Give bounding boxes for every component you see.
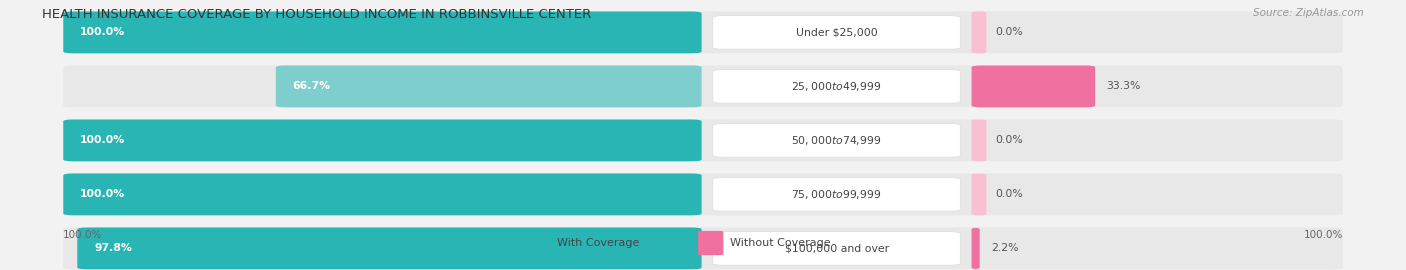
Text: $25,000 to $49,999: $25,000 to $49,999 [792,80,882,93]
Text: Under $25,000: Under $25,000 [796,27,877,38]
Text: 100.0%: 100.0% [1303,230,1343,240]
Text: 33.3%: 33.3% [1107,81,1140,92]
Text: Without Coverage: Without Coverage [731,238,831,248]
Text: $50,000 to $74,999: $50,000 to $74,999 [792,134,882,147]
Text: $100,000 and over: $100,000 and over [785,243,889,254]
Text: 100.0%: 100.0% [80,189,125,200]
Text: 97.8%: 97.8% [94,243,132,254]
Text: $75,000 to $99,999: $75,000 to $99,999 [792,188,882,201]
Text: Source: ZipAtlas.com: Source: ZipAtlas.com [1253,8,1364,18]
Text: 66.7%: 66.7% [292,81,330,92]
Text: With Coverage: With Coverage [558,238,640,248]
Text: 0.0%: 0.0% [995,189,1022,200]
Text: 2.2%: 2.2% [991,243,1018,254]
Text: 0.0%: 0.0% [995,27,1022,38]
Text: 100.0%: 100.0% [80,135,125,146]
Text: 100.0%: 100.0% [63,230,103,240]
Text: 100.0%: 100.0% [80,27,125,38]
Text: HEALTH INSURANCE COVERAGE BY HOUSEHOLD INCOME IN ROBBINSVILLE CENTER: HEALTH INSURANCE COVERAGE BY HOUSEHOLD I… [42,8,592,21]
Text: 0.0%: 0.0% [995,135,1022,146]
